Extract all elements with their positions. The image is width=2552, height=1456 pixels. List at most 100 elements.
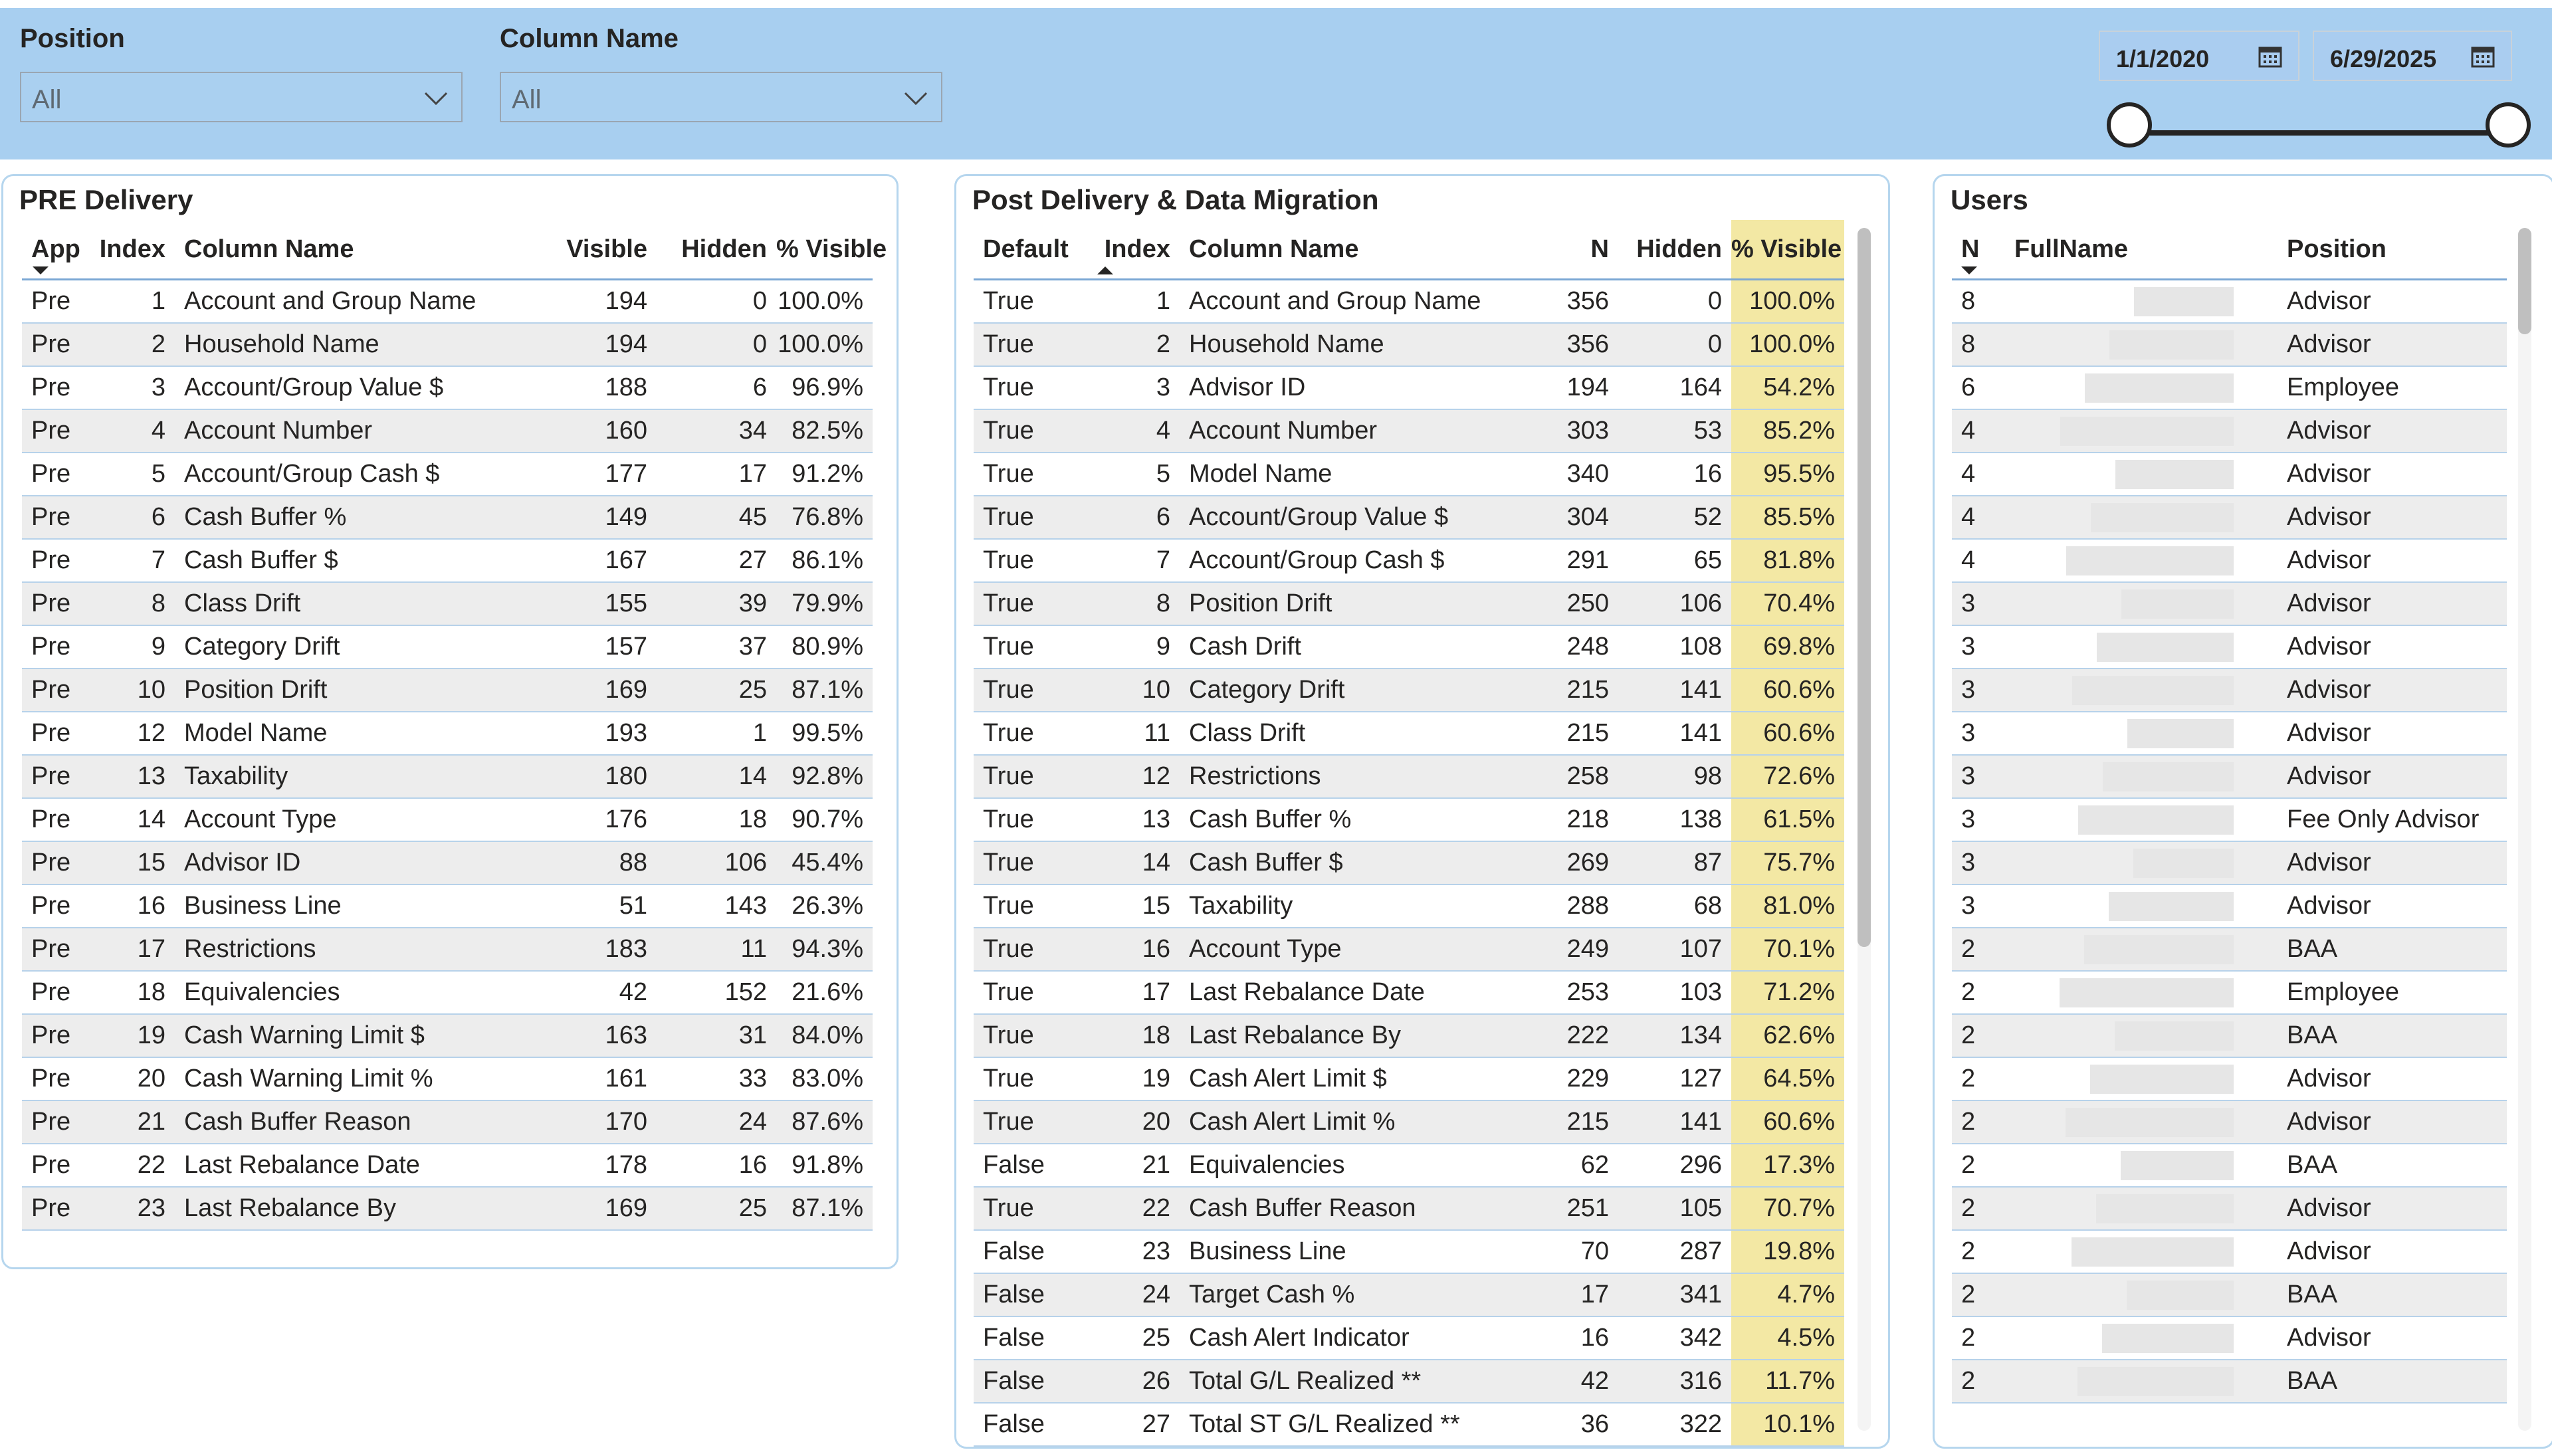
column-header-n[interactable]: N [1952, 220, 2005, 280]
table-row[interactable]: False 21 Equivalencies 62 296 17.3% [974, 1144, 1844, 1188]
column-header-pct-visible[interactable]: % Visible [1731, 220, 1844, 280]
table-row[interactable]: False 24 Target Cash % 17 341 4.7% [974, 1273, 1844, 1317]
table-row[interactable]: Pre 7 Cash Buffer $167 27 86.1% [22, 539, 873, 583]
table-row[interactable]: 2 BAA [1952, 1144, 2507, 1188]
table-row[interactable]: True 13 Cash Buffer % 218 138 61.5% [974, 798, 1844, 842]
column-header-default[interactable]: Default [974, 220, 1087, 280]
table-row[interactable]: Pre 22 Last Rebalance Date 178 16 91.8% [22, 1144, 873, 1188]
table-row[interactable]: 3 Advisor [1952, 625, 2507, 669]
table-row[interactable]: 3 Advisor [1952, 755, 2507, 799]
column-header-visible[interactable]: Visible [524, 220, 657, 280]
table-row[interactable]: Pre 5 Account/Group Cash $177 17 91.2% [22, 453, 873, 496]
column-header-column-name[interactable]: Column Name [1180, 220, 1525, 280]
table-row[interactable]: 3 Advisor [1952, 841, 2507, 885]
table-row[interactable]: 2 Employee [1952, 971, 2507, 1015]
column-header-fullname[interactable]: FullName [2005, 220, 2278, 280]
column-header-column-name[interactable]: Column Name [175, 220, 524, 280]
table-row[interactable]: 4 Advisor [1952, 496, 2507, 540]
table-row[interactable]: Pre 14 Account Type 176 18 90.7% [22, 798, 873, 842]
position-dropdown[interactable]: All [20, 72, 463, 122]
table-row[interactable]: 3 Advisor [1952, 884, 2507, 928]
table-row[interactable]: Pre 15 Advisor ID 88 106 45.4% [22, 841, 873, 885]
table-row[interactable]: Pre 16 Business Line 51 143 26.3% [22, 884, 873, 928]
table-row[interactable]: 2 BAA [1952, 1273, 2507, 1317]
table-row[interactable]: 6 Employee [1952, 366, 2507, 410]
table-row[interactable]: True 3 Advisor ID 194 164 54.2% [974, 366, 1844, 410]
table-row[interactable]: 4 Advisor [1952, 539, 2507, 583]
column-name-dropdown[interactable]: All [500, 72, 942, 122]
table-row[interactable]: True 8 Position Drift 250 106 70.4% [974, 582, 1844, 626]
table-row[interactable]: True 5 Model Name 340 16 95.5% [974, 453, 1844, 496]
table-row[interactable]: True 7 Account/Group Cash $291 65 81.8% [974, 539, 1844, 583]
table-row[interactable]: True 10 Category Drift 215 141 60.6% [974, 669, 1844, 712]
table-row[interactable]: True 6 Account/Group Value $304 52 85.5% [974, 496, 1844, 540]
table-row[interactable]: Pre 19 Cash Warning Limit $163 31 84.0% [22, 1014, 873, 1058]
start-date-input[interactable]: 1/1/2020 [2099, 31, 2299, 81]
table-row[interactable]: 2 BAA [1952, 928, 2507, 972]
table-row[interactable]: Pre 6 Cash Buffer % 149 45 76.8% [22, 496, 873, 540]
table-row[interactable]: True 17 Last Rebalance Date 253 103 71.2% [974, 971, 1844, 1015]
table-row[interactable]: Pre 13 Taxability 180 14 92.8% [22, 755, 873, 799]
table-row[interactable]: False 27 Total ST G/L Realized ** 36 322 10.1… [974, 1403, 1844, 1447]
table-row[interactable]: False 25 Cash Alert Indicator 16 342 4.5% [974, 1316, 1844, 1360]
table-row[interactable]: True 11 Class Drift 215 141 60.6% [974, 712, 1844, 756]
table-row[interactable]: True 2 Household Name 356 0 100.0% [974, 323, 1844, 367]
table-row[interactable]: True 14 Cash Buffer $269 87 75.7% [974, 841, 1844, 885]
table-row[interactable]: Pre 9 Category Drift 157 37 80.9% [22, 625, 873, 669]
table-row[interactable]: 2 Advisor [1952, 1100, 2507, 1144]
table-row[interactable]: True 16 Account Type 249 107 70.1% [974, 928, 1844, 972]
table-row[interactable]: 3 Advisor [1952, 712, 2507, 756]
table-row[interactable]: 3 Advisor [1952, 582, 2507, 626]
table-row[interactable]: Pre 1 Account and Group Name 194 0 100.0% [22, 279, 873, 324]
table-row[interactable]: Pre 8 Class Drift 155 39 79.9% [22, 582, 873, 626]
table-row[interactable]: True 15 Taxability 288 68 81.0% [974, 884, 1844, 928]
calendar-icon[interactable] [2471, 45, 2495, 68]
table-row[interactable]: False 23 Business Line 70 287 19.8% [974, 1230, 1844, 1274]
scrollbar-thumb[interactable] [1858, 228, 1871, 947]
column-header-hidden[interactable]: Hidden [1618, 220, 1731, 280]
calendar-icon[interactable] [2258, 45, 2282, 68]
table-row[interactable]: 2 BAA [1952, 1014, 2507, 1058]
table-row[interactable]: Pre 3 Account/Group Value $188 6 96.9% [22, 366, 873, 410]
table-row[interactable]: Pre 4 Account Number 160 34 82.5% [22, 409, 873, 453]
column-header-hidden[interactable]: Hidden [657, 220, 776, 280]
date-slider-start-handle[interactable] [2107, 102, 2152, 148]
column-header-n[interactable]: N [1525, 220, 1618, 280]
table-row[interactable]: 2 Advisor [1952, 1057, 2507, 1101]
table-row[interactable]: 4 Advisor [1952, 409, 2507, 453]
column-header-position[interactable]: Position [2278, 220, 2507, 280]
table-row[interactable]: 2 Advisor [1952, 1187, 2507, 1231]
table-row[interactable]: Pre 21 Cash Buffer Reason 170 24 87.6% [22, 1100, 873, 1144]
table-row[interactable]: Pre 20 Cash Warning Limit % 161 33 83.0% [22, 1057, 873, 1101]
table-row[interactable]: Pre 10 Position Drift 169 25 87.1% [22, 669, 873, 712]
column-header-pct-visible[interactable]: % Visible [776, 220, 887, 280]
table-row[interactable]: False 26 Total G/L Realized ** 42 316 11.7% [974, 1360, 1844, 1404]
column-header-app[interactable]: App [22, 220, 88, 280]
scrollbar-thumb[interactable] [2518, 228, 2531, 334]
vertical-scrollbar[interactable] [1858, 228, 1871, 1431]
table-row[interactable]: True 18 Last Rebalance By 222 134 62.6% [974, 1014, 1844, 1058]
vertical-scrollbar[interactable] [2518, 228, 2531, 1431]
table-row[interactable]: Pre 2 Household Name 194 0 100.0% [22, 323, 873, 367]
table-row[interactable]: Pre 18 Equivalencies 42 152 21.6% [22, 971, 873, 1015]
table-row[interactable]: 8 Advisor [1952, 323, 2507, 367]
table-row[interactable]: Pre 17 Restrictions 183 11 94.3% [22, 928, 873, 972]
column-header-index[interactable]: Index [88, 220, 175, 280]
table-row[interactable]: 4 Advisor [1952, 453, 2507, 496]
date-slider-end-handle[interactable] [2486, 102, 2531, 148]
table-row[interactable]: True 22 Cash Buffer Reason 251 105 70.7% [974, 1187, 1844, 1231]
table-row[interactable]: 2 Advisor [1952, 1230, 2507, 1274]
table-row[interactable]: 8 Advisor [1952, 279, 2507, 324]
table-row[interactable]: 2 BAA [1952, 1360, 2507, 1404]
table-row[interactable]: True 9 Cash Drift 248 108 69.8% [974, 625, 1844, 669]
table-row[interactable]: True 12 Restrictions 258 98 72.6% [974, 755, 1844, 799]
table-row[interactable]: Pre 12 Model Name 193 1 99.5% [22, 712, 873, 756]
table-row[interactable]: Pre 23 Last Rebalance By 169 25 87.1% [22, 1187, 873, 1231]
table-row[interactable]: True 20 Cash Alert Limit % 215 141 60.6% [974, 1100, 1844, 1144]
table-row[interactable]: 3 Advisor [1952, 669, 2507, 712]
table-row[interactable]: True 19 Cash Alert Limit $229 127 64.5% [974, 1057, 1844, 1101]
table-row[interactable]: True 1 Account and Group Name 356 0 100.0% [974, 279, 1844, 324]
date-range-slider-track[interactable] [2129, 130, 2508, 136]
column-header-index[interactable]: Index [1087, 220, 1180, 280]
end-date-input[interactable]: 6/29/2025 [2313, 31, 2512, 81]
